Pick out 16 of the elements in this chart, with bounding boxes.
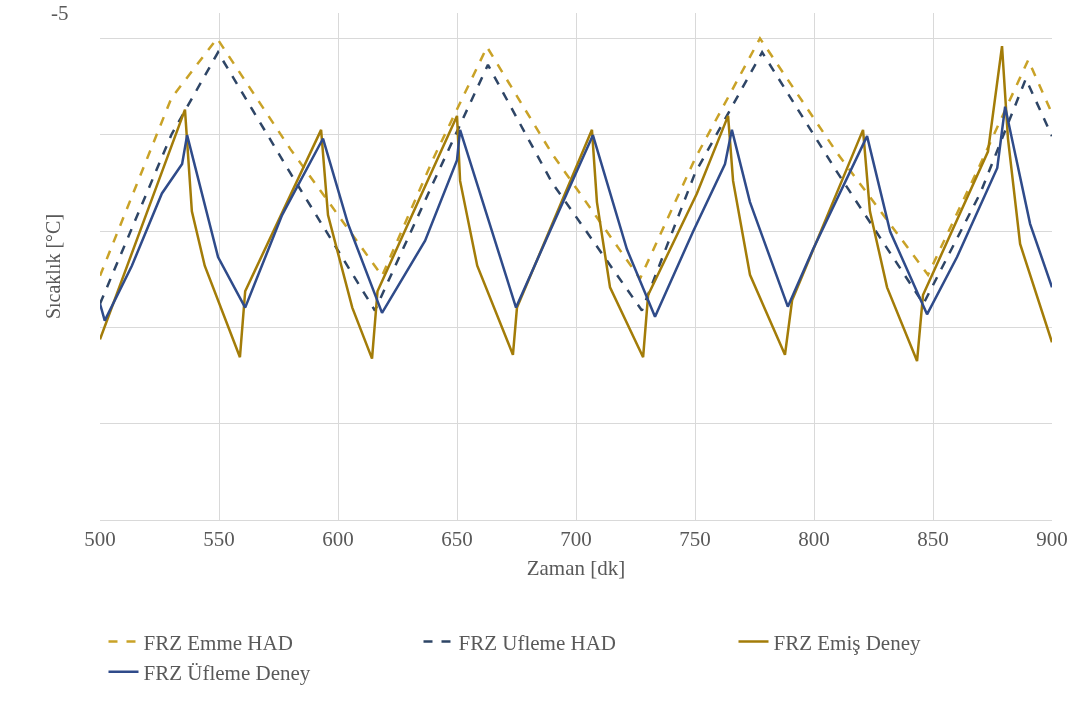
x-tick-label: 600 (322, 527, 354, 552)
x-tick-label: 650 (441, 527, 473, 552)
text: -5 (51, 1, 69, 25)
legend-label: FRZ Üfleme Deney (143, 661, 311, 686)
x-tick-label: 500 (84, 527, 116, 552)
x-axis-title: Zaman [dk] (526, 556, 626, 581)
x-tick-label: 750 (679, 527, 711, 552)
legend-label: FRZ Emme HAD (143, 630, 293, 655)
x-tick-label: 850 (917, 527, 949, 552)
x-tick-label: 700 (560, 527, 592, 552)
x-tick-label: 550 (203, 527, 235, 552)
legend-label: FRZ Ufleme HAD (458, 630, 616, 655)
y-axis-title: Sıcaklık [°C] (42, 213, 64, 320)
legend-label: FRZ Emiş Deney (773, 630, 921, 655)
x-tick-label: 900 (1036, 527, 1068, 552)
x-tick-label: 800 (798, 527, 830, 552)
